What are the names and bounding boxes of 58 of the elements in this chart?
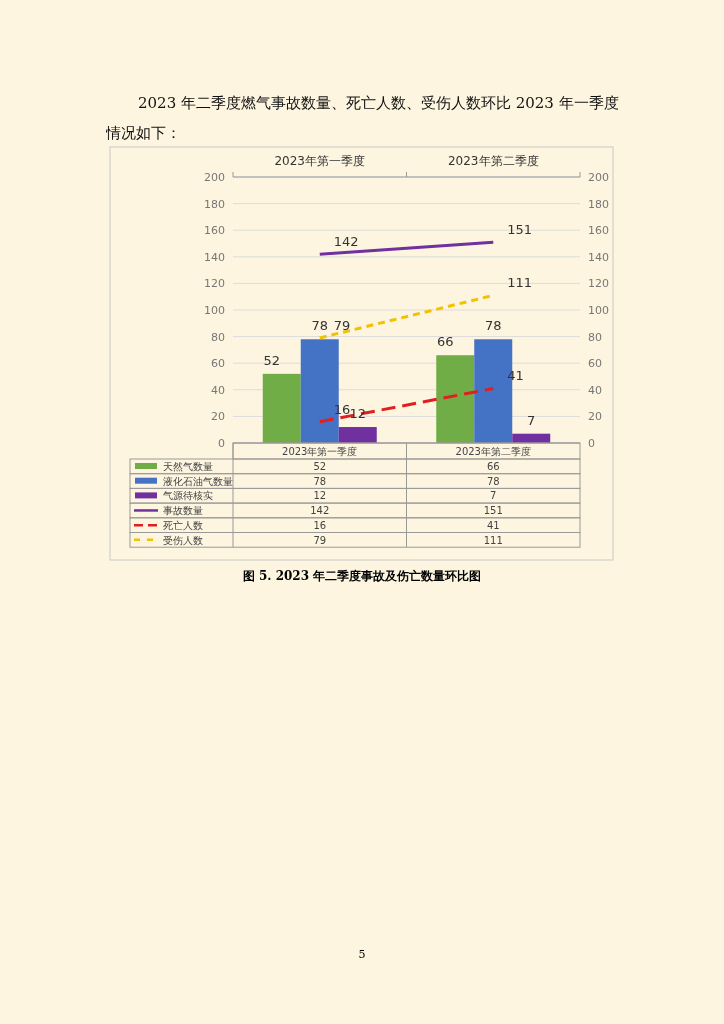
data-label: 151 xyxy=(483,505,503,517)
bar xyxy=(262,373,301,443)
text: 111 xyxy=(507,275,533,291)
y2-tick-label: 80 xyxy=(588,330,602,344)
text: 5 xyxy=(358,948,366,961)
category-label: 2023年第一季度 xyxy=(274,154,366,168)
text: 79 xyxy=(333,317,351,333)
y-tick-label: 200 xyxy=(204,171,225,184)
y-tick-label: 40 xyxy=(211,383,225,397)
y-tick-label: 0 xyxy=(218,437,225,450)
y2-tick-label: 100 xyxy=(588,304,609,317)
bar xyxy=(338,427,377,443)
y2-tick-label: 60 xyxy=(588,357,602,371)
text: 142 xyxy=(333,234,359,250)
y2-tick-label: 20 xyxy=(588,410,602,424)
data-label: 111 xyxy=(483,534,503,546)
text: 2023 年二季度燃气事故数量、死亡人数、受伤人数环比 2023 年一季度情况如下： xyxy=(106,93,620,144)
y-tick-label: 100 xyxy=(204,304,225,317)
y2-tick-label: 140 xyxy=(588,250,609,264)
legend-label: 气源待核实 xyxy=(163,490,213,502)
text: 7 xyxy=(527,412,536,428)
legend-label: 受伤人数 xyxy=(163,534,203,546)
text: 66 xyxy=(436,334,454,350)
data-label: 16 xyxy=(313,519,327,531)
data-label: 41 xyxy=(486,519,500,531)
legend-label: 天然气数量 xyxy=(163,461,213,472)
data-label: 142 xyxy=(310,505,330,517)
y-tick-label: 120 xyxy=(204,277,225,291)
data-label: 78 xyxy=(313,475,327,487)
y2-tick-label: 0 xyxy=(588,437,595,450)
bar xyxy=(436,355,475,443)
data-label: 12 xyxy=(313,490,327,502)
y2-tick-label: 160 xyxy=(588,224,609,238)
data-label: 52 xyxy=(313,461,327,472)
y-tick-label: 80 xyxy=(211,330,225,344)
text: 151 xyxy=(507,222,533,238)
data-label: 66 xyxy=(486,461,500,472)
text: 78 xyxy=(311,318,329,334)
y2-tick-label: 40 xyxy=(588,383,602,397)
text: 图 5. 2023 年二季度事故及伤亡数量环比图 xyxy=(242,569,482,583)
y-tick-label: 20 xyxy=(211,410,225,424)
category-label: 2023年第二季度 xyxy=(447,154,539,168)
text: 12 xyxy=(349,406,367,422)
y2-tick-label: 120 xyxy=(588,277,609,291)
data-label: 7 xyxy=(490,490,497,502)
legend-label: 液化石油气数量 xyxy=(163,475,233,487)
text: 78 xyxy=(484,318,502,334)
y-tick-label: 60 xyxy=(211,357,225,371)
legend-label: 死亡人数 xyxy=(163,519,203,531)
text: 52 xyxy=(263,352,281,368)
y2-tick-label: 180 xyxy=(588,197,609,211)
y-tick-label: 180 xyxy=(204,197,225,211)
data-label: 78 xyxy=(486,475,500,487)
legend-label: 事故数量 xyxy=(163,505,203,517)
y2-tick-label: 200 xyxy=(588,171,609,184)
y-tick-label: 140 xyxy=(204,250,225,264)
y-tick-label: 160 xyxy=(204,224,225,238)
data-label: 79 xyxy=(313,534,327,546)
